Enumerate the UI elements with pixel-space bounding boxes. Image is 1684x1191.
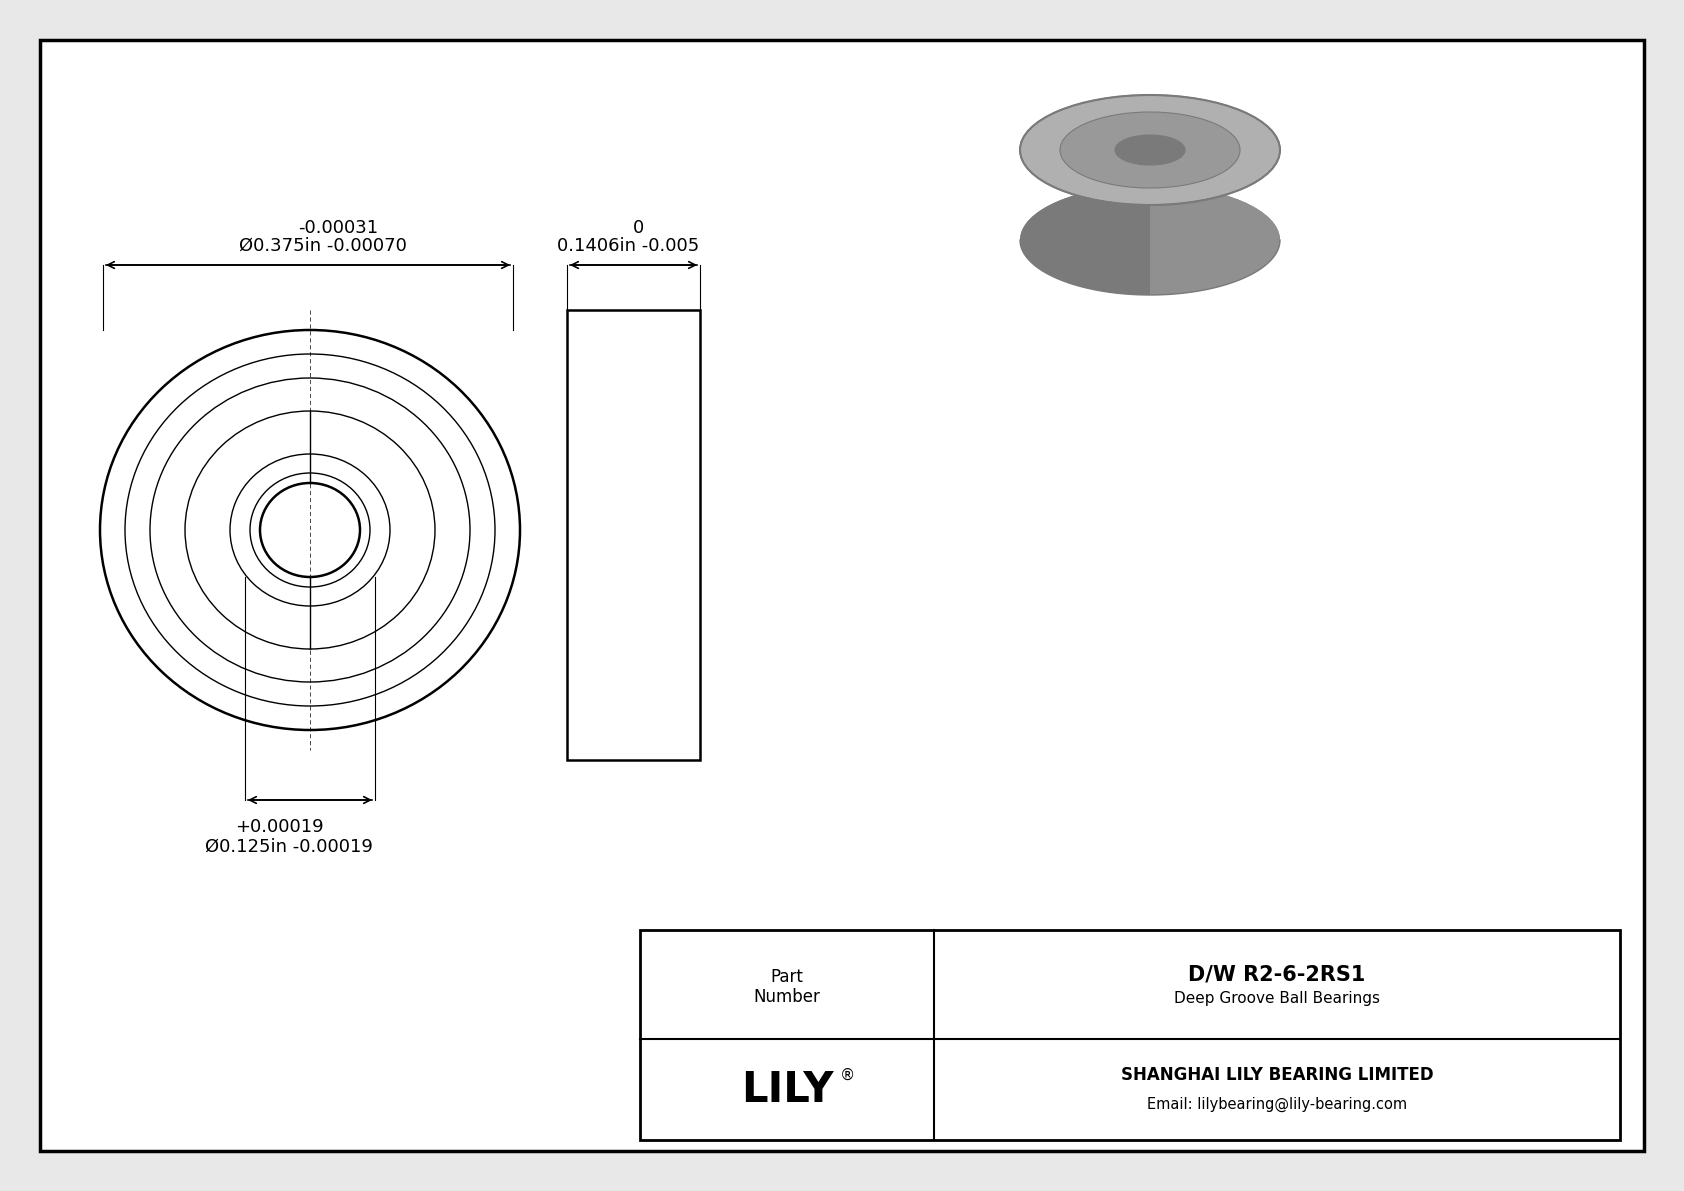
Polygon shape — [1150, 95, 1280, 295]
Text: ®: ® — [839, 1068, 854, 1083]
Text: SHANGHAI LILY BEARING LIMITED: SHANGHAI LILY BEARING LIMITED — [1120, 1066, 1433, 1084]
Bar — [568, 310, 701, 760]
Ellipse shape — [1021, 95, 1280, 205]
Text: -0.00031: -0.00031 — [298, 219, 379, 237]
Text: Ø0.375in -0.00070: Ø0.375in -0.00070 — [239, 237, 408, 255]
Ellipse shape — [1115, 135, 1186, 166]
Ellipse shape — [1059, 112, 1239, 188]
Text: LILY: LILY — [741, 1068, 834, 1110]
Polygon shape — [1021, 95, 1150, 295]
Text: Deep Groove Ball Bearings: Deep Groove Ball Bearings — [1174, 991, 1379, 1006]
Text: 0.1406in -0.005: 0.1406in -0.005 — [557, 237, 699, 255]
Text: Part: Part — [771, 967, 803, 986]
Text: Email: lilybearing@lily-bearing.com: Email: lilybearing@lily-bearing.com — [1147, 1097, 1408, 1112]
Text: 0: 0 — [633, 219, 643, 237]
Text: Ø0.125in -0.00019: Ø0.125in -0.00019 — [205, 838, 372, 856]
Text: D/W R2-6-2RS1: D/W R2-6-2RS1 — [1189, 965, 1366, 985]
Ellipse shape — [1021, 185, 1280, 295]
Bar — [640, 930, 1620, 1140]
Text: +0.00019: +0.00019 — [236, 818, 323, 836]
Text: Number: Number — [753, 987, 820, 1005]
